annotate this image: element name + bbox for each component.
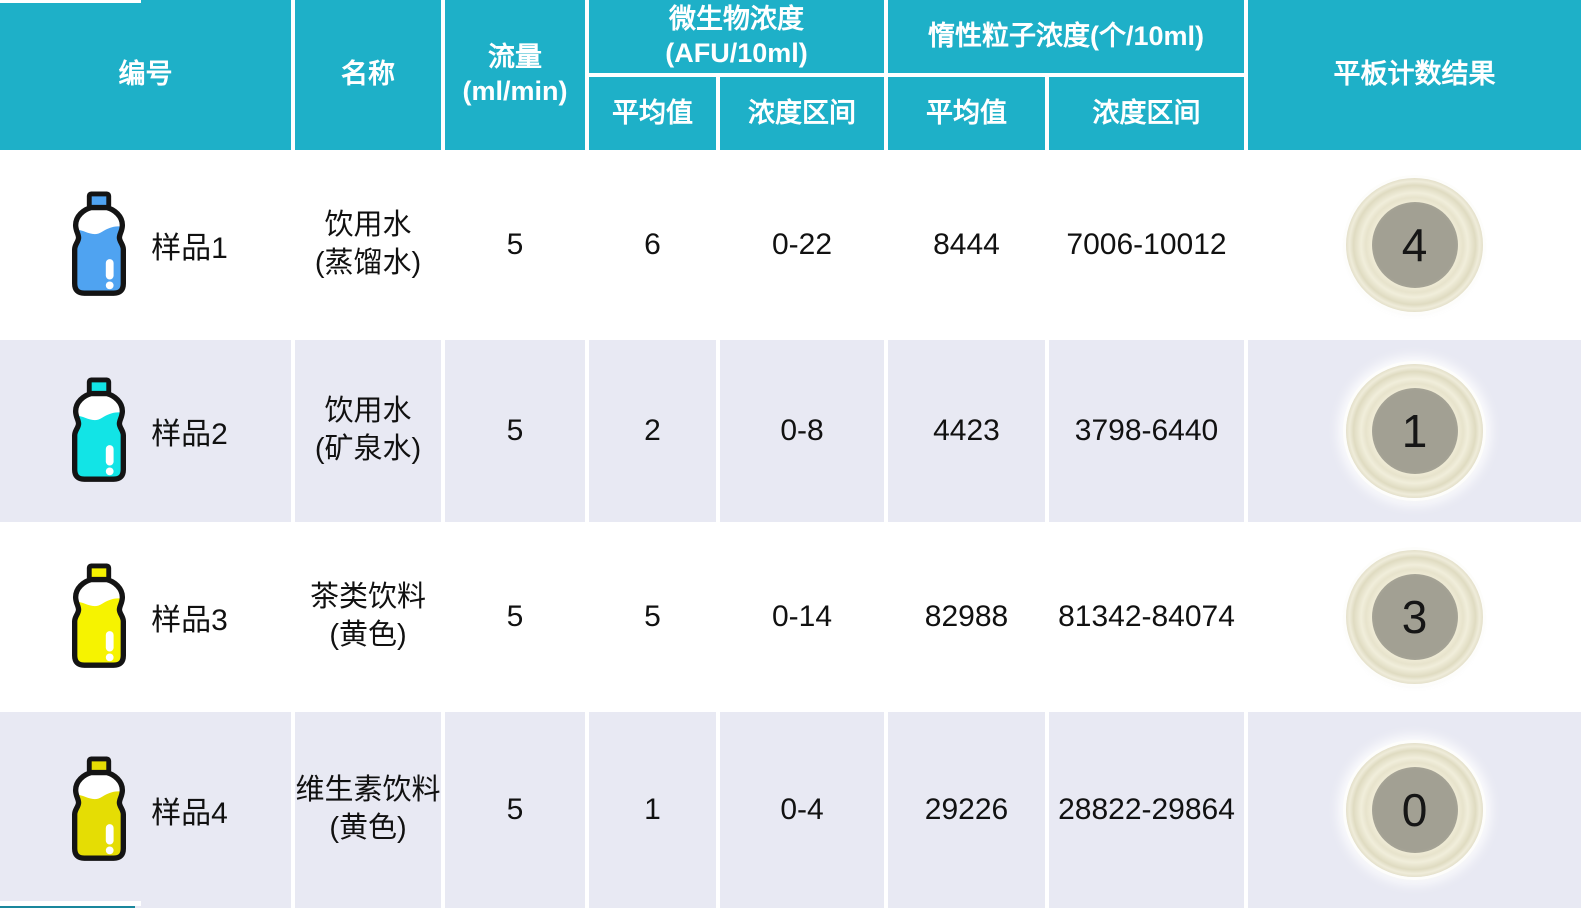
bottle-icon bbox=[63, 377, 135, 486]
cell-inert-range: 28822-29864 bbox=[1049, 712, 1244, 908]
header-name: 名称 bbox=[295, 0, 441, 150]
table-row-sample-cell: 样品2 bbox=[0, 340, 291, 522]
cell-name: 饮用水 (蒸馏水) bbox=[295, 154, 441, 336]
sample-label: 样品3 bbox=[151, 604, 228, 637]
header-flow: 流量 (ml/min) bbox=[445, 0, 585, 150]
table-row-sample-cell: 样品4 bbox=[0, 712, 291, 908]
petri-dish-image: 1 bbox=[1346, 364, 1483, 498]
cell-plate-result: 0 bbox=[1248, 712, 1581, 908]
header-inert-average: 平均值 bbox=[888, 77, 1045, 150]
colony-count: 1 bbox=[1401, 405, 1428, 457]
cell-plate-result: 3 bbox=[1248, 526, 1581, 708]
name-line2: (黄色) bbox=[329, 812, 407, 844]
petri-dish-image: 4 bbox=[1346, 178, 1483, 312]
header-id: 编号 bbox=[0, 0, 291, 150]
cell-inert-range: 81342-84074 bbox=[1049, 526, 1244, 708]
cell-name: 饮用水 (矿泉水) bbox=[295, 340, 441, 522]
sample-label: 样品2 bbox=[151, 418, 228, 451]
cell-microbe-average: 2 bbox=[589, 340, 716, 522]
cell-microbe-range: 0-14 bbox=[720, 526, 884, 708]
cell-flow: 5 bbox=[445, 340, 585, 522]
header-inert-range: 浓度区间 bbox=[1049, 77, 1244, 150]
name-line1: 茶类饮料 bbox=[309, 581, 426, 614]
table-row-sample-cell: 样品1 bbox=[0, 154, 291, 336]
name-line1: 饮用水 bbox=[324, 209, 412, 242]
cell-microbe-range: 0-22 bbox=[720, 154, 884, 336]
colony-count: 0 bbox=[1401, 784, 1428, 836]
bottle-icon bbox=[63, 191, 135, 300]
header-plate-count: 平板计数结果 bbox=[1248, 0, 1581, 150]
cell-flow: 5 bbox=[445, 526, 585, 708]
colony-count: 4 bbox=[1401, 219, 1428, 271]
petri-dish-center: 1 bbox=[1371, 388, 1458, 474]
petri-dish-center: 0 bbox=[1371, 767, 1458, 853]
cell-inert-range: 3798-6440 bbox=[1049, 340, 1244, 522]
petri-dish-image: 0 bbox=[1346, 743, 1483, 877]
name-line1: 饮用水 bbox=[324, 395, 412, 428]
cell-inert-average: 4423 bbox=[888, 340, 1045, 522]
petri-dish-center: 4 bbox=[1371, 202, 1458, 288]
name-line1: 维生素饮料 bbox=[295, 774, 441, 807]
cell-flow: 5 bbox=[445, 154, 585, 336]
crop-artifact-top bbox=[0, 0, 141, 3]
petri-dish-image: 3 bbox=[1346, 550, 1483, 684]
cell-name: 茶类饮料 (黄色) bbox=[295, 526, 441, 708]
cell-inert-average: 29226 bbox=[888, 712, 1045, 908]
header-microbe-range: 浓度区间 bbox=[720, 77, 884, 150]
bottle-icon bbox=[63, 563, 135, 672]
name-line2: (矿泉水) bbox=[314, 433, 422, 465]
cell-microbe-range: 0-4 bbox=[720, 712, 884, 908]
cell-plate-result: 4 bbox=[1248, 154, 1581, 336]
crop-artifact-bottom bbox=[0, 901, 141, 906]
cell-microbe-range: 0-8 bbox=[720, 340, 884, 522]
bottle-icon bbox=[63, 756, 135, 865]
name-line2: (蒸馏水) bbox=[314, 247, 422, 279]
colony-count: 3 bbox=[1401, 591, 1428, 643]
cell-flow: 5 bbox=[445, 712, 585, 908]
cell-microbe-average: 6 bbox=[589, 154, 716, 336]
table-row-sample-cell: 样品3 bbox=[0, 526, 291, 708]
cell-inert-average: 82988 bbox=[888, 526, 1045, 708]
cell-inert-range: 7006-10012 bbox=[1049, 154, 1244, 336]
cell-inert-average: 8444 bbox=[888, 154, 1045, 336]
header-microbe-average: 平均值 bbox=[589, 77, 716, 150]
header-microbe-group: 微生物浓度 (AFU/10ml) bbox=[589, 0, 884, 73]
sample-label: 样品1 bbox=[151, 232, 228, 265]
cell-plate-result: 1 bbox=[1248, 340, 1581, 522]
cell-name: 维生素饮料 (黄色) bbox=[295, 712, 441, 908]
name-line2: (黄色) bbox=[329, 619, 407, 651]
crop-artifact-bottom-line bbox=[0, 906, 135, 908]
sample-label: 样品4 bbox=[151, 797, 228, 830]
cell-microbe-average: 1 bbox=[589, 712, 716, 908]
cell-microbe-average: 5 bbox=[589, 526, 716, 708]
petri-dish-center: 3 bbox=[1371, 574, 1458, 660]
header-inert-group: 惰性粒子浓度(个/10ml) bbox=[888, 0, 1244, 73]
